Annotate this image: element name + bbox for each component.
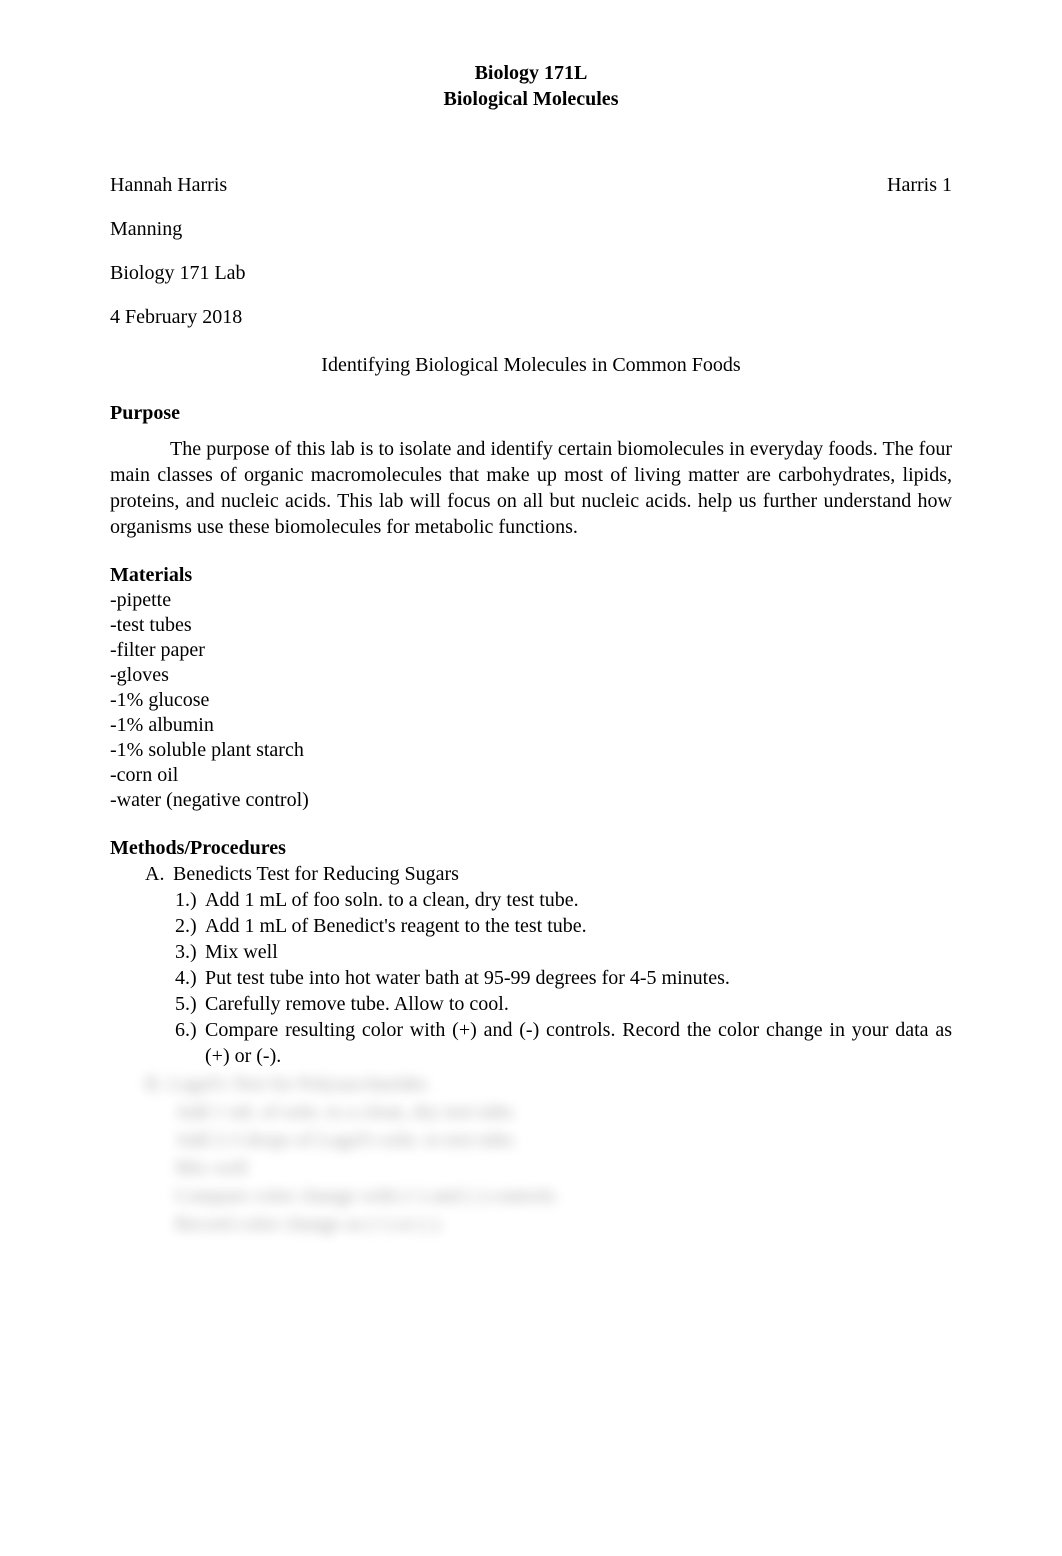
section-a-marker: A. — [145, 861, 173, 887]
section-a-header: A. Benedicts Test for Reducing Sugars — [145, 861, 952, 887]
step-text: Put test tube into hot water bath at 95-… — [205, 965, 952, 991]
step-text: Add 1 mL of Benedict's reagent to the te… — [205, 913, 952, 939]
step-item: 2.) Add 1 mL of Benedict's reagent to th… — [175, 913, 952, 939]
header-course: Biology 171L — [110, 60, 952, 86]
materials-item: -pipette — [110, 588, 952, 613]
document-title: Identifying Biological Molecules in Comm… — [110, 352, 952, 378]
step-item: 6.) Compare resulting color with (+) and… — [175, 1017, 952, 1069]
name-row: Hannah Harris Harris 1 — [110, 172, 952, 198]
step-text: Compare resulting color with (+) and (-)… — [205, 1017, 952, 1069]
step-item: 5.) Carefully remove tube. Allow to cool… — [175, 991, 952, 1017]
instructor-name: Manning — [110, 216, 952, 242]
purpose-paragraph: The purpose of this lab is to isolate an… — [110, 436, 952, 540]
step-marker: 3.) — [175, 939, 205, 965]
blurred-step: Compare color change with (+) and (-) co… — [175, 1183, 952, 1209]
materials-item: -gloves — [110, 663, 952, 688]
course-line: Biology 171 Lab — [110, 260, 952, 286]
blurred-step: Mix well — [175, 1155, 952, 1181]
section-a-label: Benedicts Test for Reducing Sugars — [173, 861, 459, 887]
step-marker: 4.) — [175, 965, 205, 991]
step-text: Add 1 mL of foo soln. to a clean, dry te… — [205, 887, 952, 913]
methods-section-b-blurred: B. Lugol's Test for Polysaccharides Add … — [110, 1071, 952, 1237]
step-text: Carefully remove tube. Allow to cool. — [205, 991, 952, 1017]
step-item: 4.) Put test tube into hot water bath at… — [175, 965, 952, 991]
materials-item: -corn oil — [110, 763, 952, 788]
step-marker: 2.) — [175, 913, 205, 939]
student-name: Hannah Harris — [110, 172, 227, 198]
blurred-step: Record color change as (+) or (-). — [175, 1211, 952, 1237]
materials-item: -water (negative control) — [110, 788, 952, 813]
step-marker: 6.) — [175, 1017, 205, 1043]
step-item: 3.) Mix well — [175, 939, 952, 965]
step-marker: 5.) — [175, 991, 205, 1017]
purpose-heading: Purpose — [110, 400, 952, 426]
blurred-header: B. Lugol's Test for Polysaccharides — [145, 1071, 952, 1097]
materials-heading: Materials — [110, 562, 952, 588]
step-item: 1.) Add 1 mL of foo soln. to a clean, dr… — [175, 887, 952, 913]
methods-heading: Methods/Procedures — [110, 835, 952, 861]
methods-section-a: A. Benedicts Test for Reducing Sugars 1.… — [110, 861, 952, 1069]
page-label: Harris 1 — [887, 172, 952, 198]
materials-item: -1% soluble plant starch — [110, 738, 952, 763]
materials-list: -pipette -test tubes -filter paper -glov… — [110, 588, 952, 813]
blurred-step: Add 2-3 drops of Lugol's soln. to test t… — [175, 1127, 952, 1153]
materials-item: -1% glucose — [110, 688, 952, 713]
section-a-steps: 1.) Add 1 mL of foo soln. to a clean, dr… — [145, 887, 952, 1069]
step-text: Mix well — [205, 939, 952, 965]
header-subtitle: Biological Molecules — [110, 86, 952, 112]
document-header: Biology 171L Biological Molecules — [110, 60, 952, 112]
materials-item: -test tubes — [110, 613, 952, 638]
date-line: 4 February 2018 — [110, 304, 952, 330]
step-marker: 1.) — [175, 887, 205, 913]
materials-item: -filter paper — [110, 638, 952, 663]
blurred-step: Add 1 mL of soln. to a clean, dry test t… — [175, 1099, 952, 1125]
materials-item: -1% albumin — [110, 713, 952, 738]
